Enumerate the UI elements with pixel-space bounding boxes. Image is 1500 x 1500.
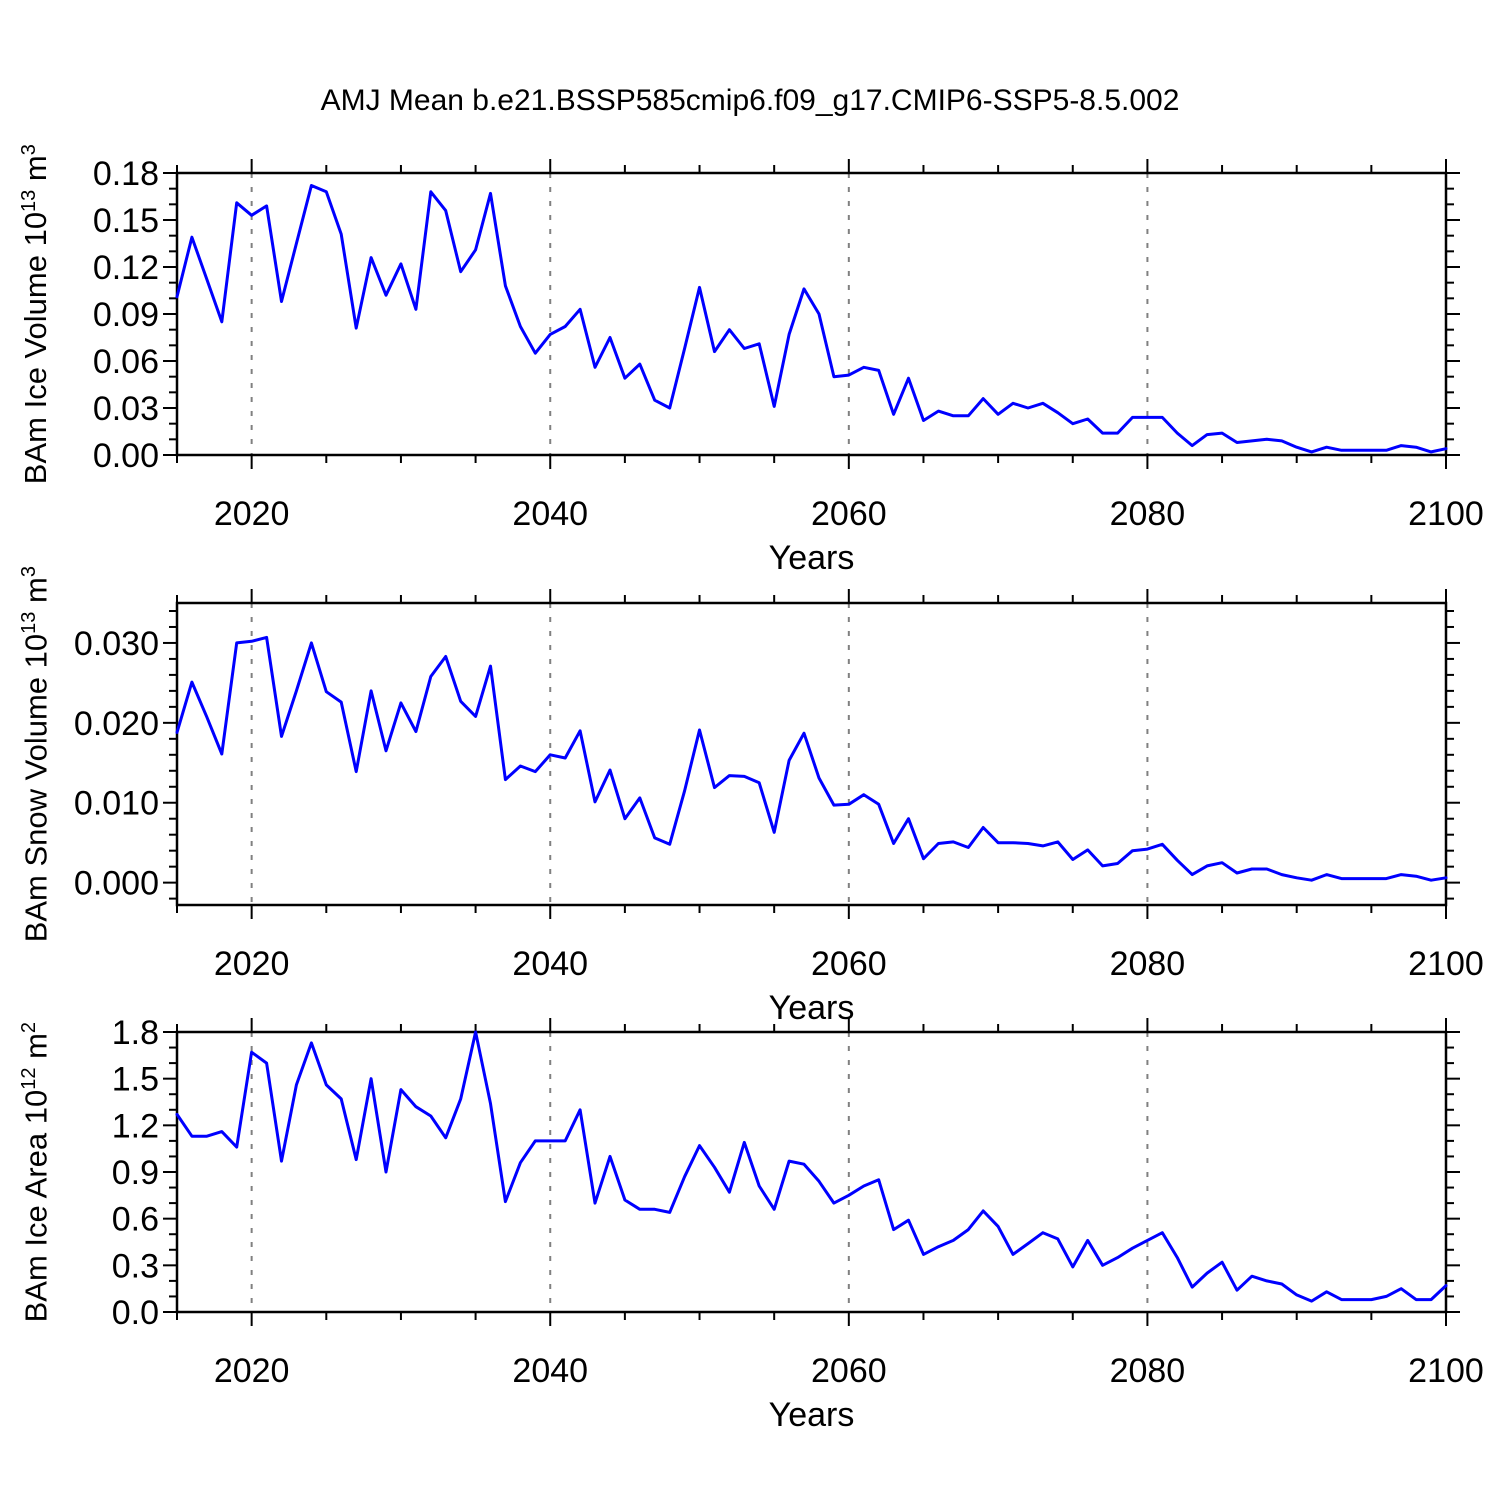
panel-snow-volume: 2020 2040 2060 2080 2100 0.000 0.010 0.020 0.030 — [74, 589, 1484, 983]
y-tick-label: 0.06 — [93, 343, 159, 381]
x-tick-label: 2020 — [214, 495, 290, 533]
y-tick-label: 0.00 — [93, 437, 159, 475]
x-tick-label: 2020 — [214, 1352, 290, 1390]
x-ticks — [176, 159, 1447, 469]
x-tick-label: 2080 — [1110, 945, 1186, 983]
y-tick-label: 0.6 — [112, 1201, 159, 1239]
y-tick-label: 0.0 — [112, 1294, 159, 1332]
x-tick-label: 2080 — [1110, 1352, 1186, 1390]
y-tick-label: 0.030 — [74, 625, 159, 663]
chart-title: AMJ Mean b.e21.BSSP585cmip6.f09_g17.CMIP… — [320, 84, 1180, 117]
x-axis-title-1: Years — [768, 539, 855, 577]
x-tick-label: 2020 — [214, 945, 290, 983]
y-axis-title-ice-volume: BAm Ice Volume 1013 m3 — [17, 143, 54, 485]
y-ticks — [163, 172, 1460, 456]
y-tick-label: 0.9 — [112, 1154, 159, 1192]
x-tick-label: 2060 — [811, 495, 887, 533]
y-axis-title-snow-volume: BAm Snow Volume 1013 m3 — [17, 565, 54, 943]
x-tick-label: 2040 — [512, 1352, 588, 1390]
x-tick-label: 2060 — [811, 1352, 887, 1390]
panel-ice-area: 2020 2040 2060 2080 2100 0.0 0.3 0.6 0.9 1.2 1.5 1.… — [112, 1014, 1484, 1390]
y-tick-label: 0.09 — [93, 296, 159, 334]
x-axis-title-2: Years — [768, 989, 855, 1027]
data-line-ice-area — [175, 1030, 1448, 1303]
data-line-ice-volume — [175, 184, 1448, 454]
y-tick-label: 0.000 — [74, 865, 159, 903]
y-tick-label: 1.5 — [112, 1061, 159, 1099]
y-tick-label: 0.010 — [74, 785, 159, 823]
x-axis-title-3: Years — [768, 1396, 855, 1434]
y-axis-title-wrap-snow-volume: BAm Snow Volume 1013 m3 — [8, 566, 64, 942]
y-tick-label: 0.3 — [112, 1247, 159, 1285]
plot-box — [175, 1030, 1448, 1314]
x-tick-label: 2040 — [512, 495, 588, 533]
x-tick-label: 2100 — [1408, 945, 1484, 983]
y-ticks — [163, 609, 1460, 900]
y-tick-label: 0.12 — [93, 249, 159, 287]
y-axis-title-wrap-ice-area: BAm Ice Area 1012 m2 — [8, 1022, 64, 1322]
x-ticks — [176, 1018, 1447, 1326]
y-tick-label: 1.8 — [112, 1014, 159, 1052]
x-tick-label: 2040 — [512, 945, 588, 983]
x-ticks — [176, 589, 1447, 919]
x-tick-label: 2100 — [1408, 1352, 1484, 1390]
x-tick-label: 2100 — [1408, 495, 1484, 533]
plot-box — [175, 601, 1448, 907]
x-tick-label: 2060 — [811, 945, 887, 983]
y-tick-label: 0.03 — [93, 390, 159, 428]
data-line-snow-volume — [175, 635, 1448, 882]
y-tick-label: 1.2 — [112, 1107, 159, 1145]
panel-ice-volume: 2020 2040 2060 2080 2100 0.00 0.03 0.06 0.09 0.12… — [93, 155, 1484, 533]
y-axis-title-wrap-ice-volume: BAm Ice Volume 1013 m3 — [8, 144, 64, 484]
y-axis-title-ice-area: BAm Ice Area 1012 m2 — [17, 1021, 54, 1323]
y-tick-label: 0.15 — [93, 202, 159, 240]
plot-box — [175, 171, 1448, 457]
y-tick-label: 0.020 — [74, 705, 159, 743]
y-ticks — [163, 1031, 1460, 1313]
x-tick-label: 2080 — [1110, 495, 1186, 533]
y-tick-label: 0.18 — [93, 155, 159, 193]
